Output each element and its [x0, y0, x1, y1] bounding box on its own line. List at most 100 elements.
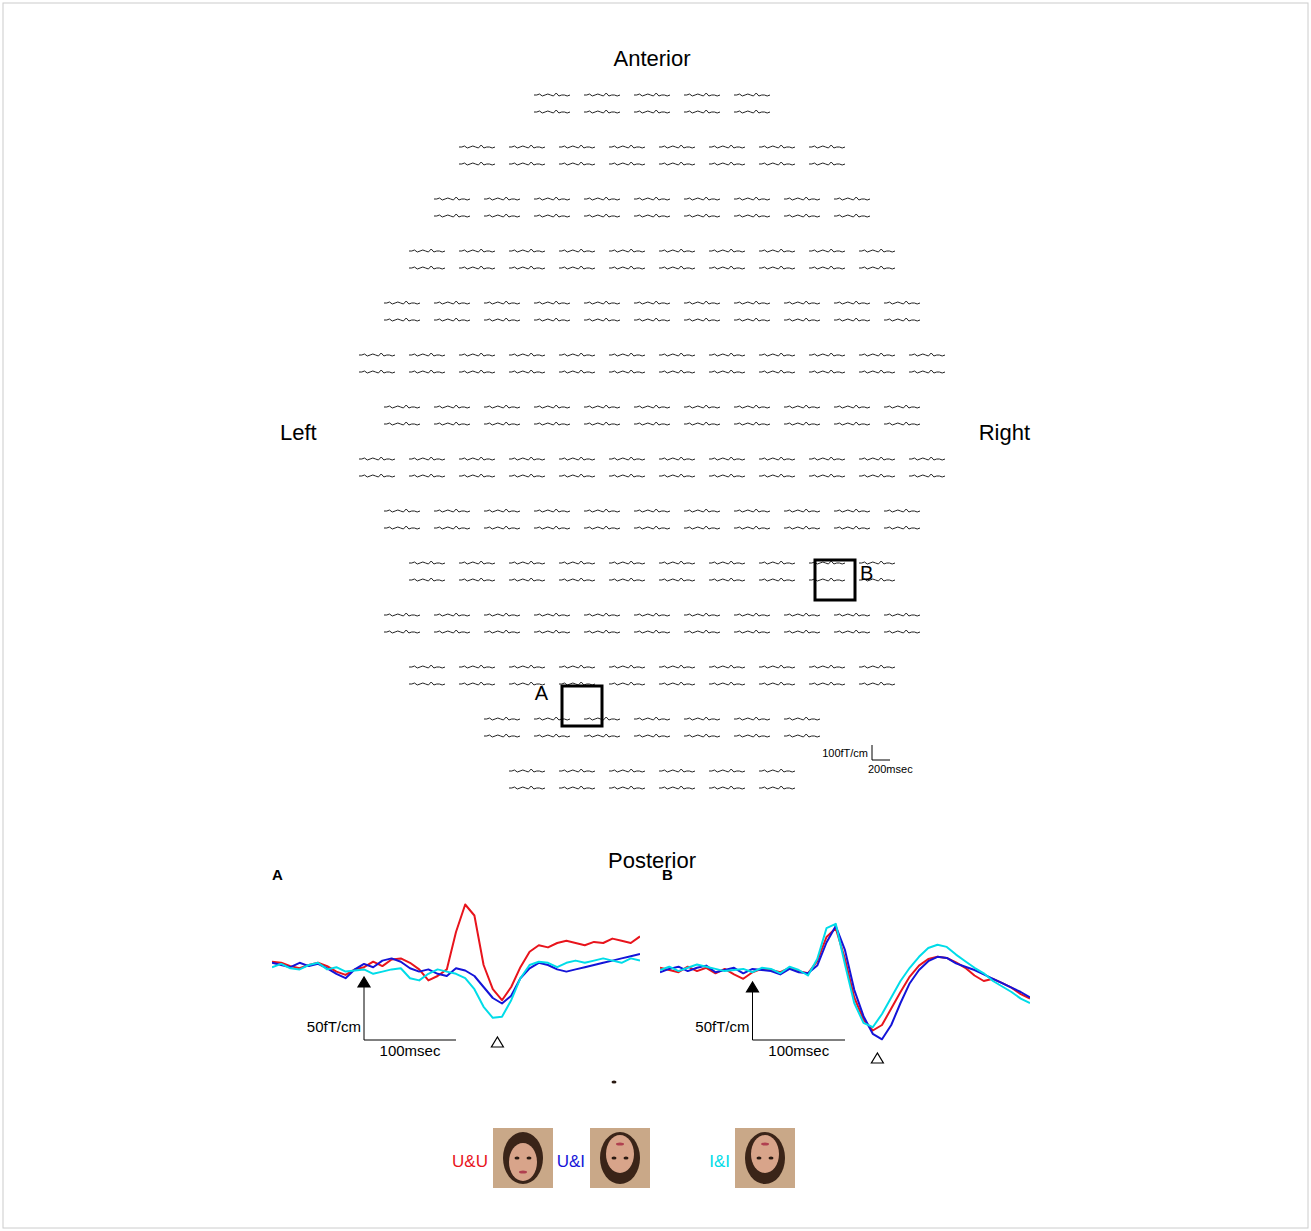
sensor-trace — [709, 145, 745, 148]
hair — [745, 1132, 785, 1184]
sensor-trace — [609, 457, 645, 460]
sensor-trace — [609, 266, 645, 269]
sensor-trace — [909, 353, 945, 356]
sensor-trace — [834, 405, 870, 408]
sensor-trace — [459, 162, 495, 165]
sensor-trace — [659, 353, 695, 356]
sensor-trace — [834, 301, 870, 304]
sensor-trace — [609, 474, 645, 477]
sensor-trace — [734, 197, 770, 200]
scale-bar — [753, 1040, 846, 1041]
sensor-trace — [759, 353, 795, 356]
eye — [624, 1157, 629, 1160]
sensor-trace — [384, 405, 420, 408]
sensor-trace — [884, 318, 920, 321]
sensor-trace — [784, 422, 820, 425]
sensor-trace — [659, 682, 695, 685]
scale-bar — [364, 985, 365, 1040]
sensor-trace — [484, 197, 520, 200]
sensor-trace — [584, 93, 620, 96]
sensor-trace — [484, 405, 520, 408]
sensor-trace — [584, 509, 620, 512]
sensor-trace — [784, 630, 820, 633]
sensor-trace — [709, 457, 745, 460]
sensor-trace — [584, 318, 620, 321]
face-bg — [590, 1128, 650, 1188]
sensor-trace — [809, 474, 845, 477]
sensor-trace — [384, 318, 420, 321]
sensor-trace — [659, 457, 695, 460]
series-line — [272, 954, 640, 1004]
sensor-trace — [609, 370, 645, 373]
sensor-trace — [659, 769, 695, 772]
sensor-trace — [409, 682, 445, 685]
mouth — [761, 1143, 769, 1146]
sensor-trace — [409, 457, 445, 460]
sensor-trace — [584, 526, 620, 529]
sensor-box — [815, 560, 855, 600]
plot-area — [660, 924, 1030, 1040]
sensor-trace — [709, 249, 745, 252]
sensor-trace — [409, 266, 445, 269]
sensor-trace — [784, 717, 820, 720]
eye — [515, 1157, 520, 1160]
sensor-trace — [609, 145, 645, 148]
sensor-trace — [659, 578, 695, 581]
sensor-trace — [784, 197, 820, 200]
sensor-trace — [684, 93, 720, 96]
sensor-trace — [834, 630, 870, 633]
sensor-trace — [509, 769, 545, 772]
sensor-trace — [909, 370, 945, 373]
panel: B50fT/cm100msec — [660, 866, 1030, 1063]
sensor-trace — [509, 353, 545, 356]
sensor-trace — [709, 266, 745, 269]
sensor-trace — [534, 405, 570, 408]
sensor-trace — [534, 630, 570, 633]
sensor-trace — [859, 370, 895, 373]
sensor-trace — [634, 110, 670, 113]
sensor-trace — [634, 509, 670, 512]
sensor-trace — [759, 145, 795, 148]
sensor-trace — [584, 110, 620, 113]
scale-bar — [872, 760, 890, 761]
sensor-trace — [459, 266, 495, 269]
sensor-trace — [759, 457, 795, 460]
sensor-trace — [509, 561, 545, 564]
sensor-trace — [409, 561, 445, 564]
sensor-trace — [734, 509, 770, 512]
eye — [612, 1157, 617, 1160]
sensor-trace — [634, 301, 670, 304]
sensor-array: AnteriorPosteriorLeftRightAB100fT/cm200m… — [280, 46, 1030, 873]
sensor-trace — [484, 509, 520, 512]
skin — [509, 1143, 537, 1181]
sensor-trace — [559, 249, 595, 252]
sensor-trace — [784, 613, 820, 616]
sensor-trace — [734, 214, 770, 217]
sensor-trace — [409, 665, 445, 668]
sensor-trace — [709, 353, 745, 356]
sensor-trace — [659, 162, 695, 165]
sensor-trace — [784, 526, 820, 529]
sensor-trace — [884, 405, 920, 408]
sensor-trace — [859, 249, 895, 252]
sensor-trace — [734, 405, 770, 408]
face — [503, 1132, 543, 1184]
sensor-trace — [634, 214, 670, 217]
sensor-trace — [684, 214, 720, 217]
sensor-trace — [484, 630, 520, 633]
sensor-trace — [709, 665, 745, 668]
sensor-trace — [809, 353, 845, 356]
sensor-trace — [459, 474, 495, 477]
face-icon — [590, 1081, 650, 1189]
sensor-trace — [584, 405, 620, 408]
sensor-trace — [384, 526, 420, 529]
sensor-trace — [734, 717, 770, 720]
sensor-trace — [534, 318, 570, 321]
sensor-trace — [784, 405, 820, 408]
sensor-trace — [659, 370, 695, 373]
face-icon — [493, 1128, 553, 1188]
skin — [751, 1135, 779, 1173]
sensor-trace — [759, 561, 795, 564]
sensor-trace — [784, 734, 820, 737]
sensor-trace — [559, 474, 595, 477]
